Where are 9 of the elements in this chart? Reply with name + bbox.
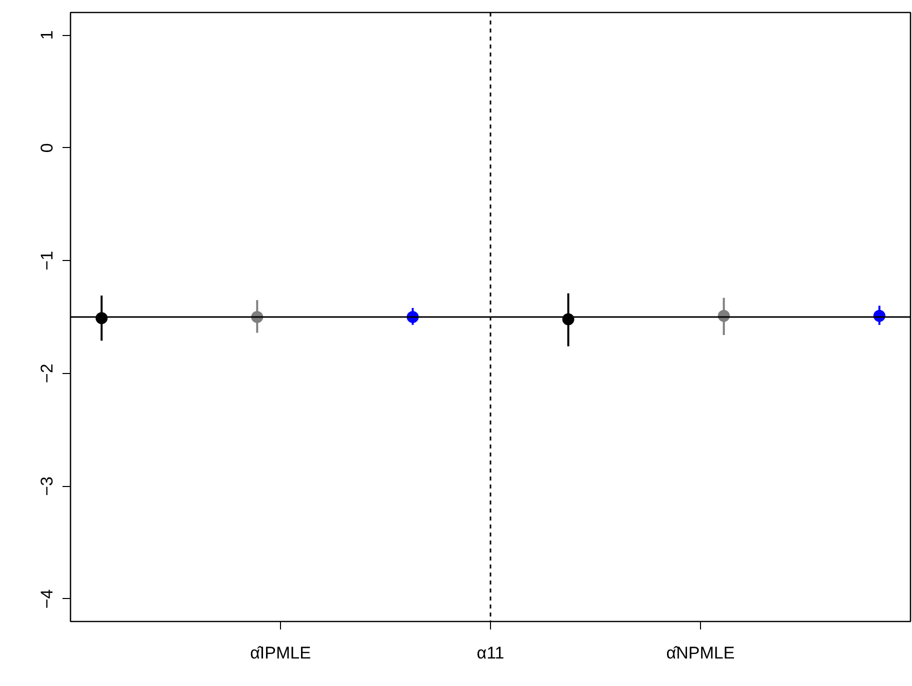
text: α11 bbox=[476, 644, 504, 662]
y-tick-label: −3 bbox=[38, 476, 56, 496]
y-tick-label: −4 bbox=[38, 589, 56, 609]
y-tick-label: −1 bbox=[38, 250, 56, 270]
y-tick-label: −2 bbox=[38, 364, 56, 384]
text: α̂IPMLE bbox=[250, 644, 311, 662]
text: α̂NPMLE bbox=[666, 644, 735, 662]
y-tick-label: 1 bbox=[38, 30, 56, 40]
y-tick-label: 0 bbox=[38, 143, 56, 153]
